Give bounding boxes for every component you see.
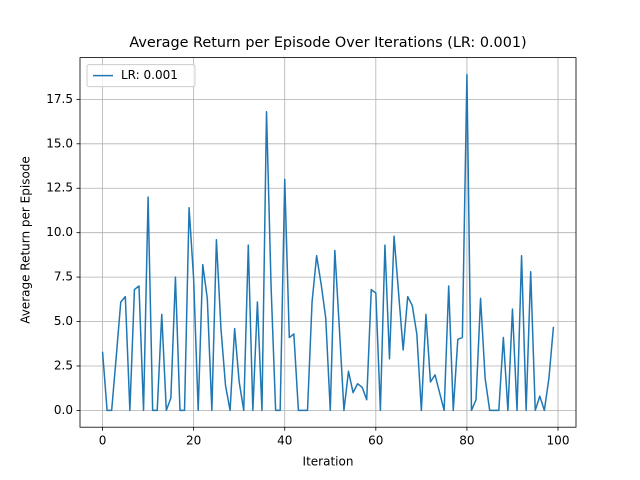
x-tick-label: 0	[99, 434, 107, 448]
plot	[101, 73, 555, 412]
x-tick-label: 100	[547, 434, 570, 448]
y-tick-label: 17.5	[46, 92, 73, 106]
axes-frame	[79, 57, 577, 428]
grid	[80, 57, 576, 428]
y-tick-label: 0.0	[54, 403, 73, 417]
y-axis-label: Average Return per Episode	[19, 156, 33, 324]
y-tick-label: 10.0	[46, 225, 73, 239]
x-tick-label: 20	[186, 434, 201, 448]
chart-title: Average Return per Episode Over Iteratio…	[129, 35, 526, 51]
x-tick-label: 60	[368, 434, 383, 448]
legend-box	[86, 64, 196, 88]
y-tick-label: 5.0	[54, 314, 73, 328]
data-line	[101, 73, 555, 412]
y-tick-label: 12.5	[46, 181, 73, 195]
legend: LR: 0.001	[86, 64, 196, 88]
y-tick-label: 7.5	[54, 270, 73, 284]
x-tick-label: 80	[459, 434, 474, 448]
x-axis-label: Iteration	[303, 455, 354, 469]
y-tick-label: 15.0	[46, 136, 73, 150]
y-tick-label: 2.5	[54, 358, 73, 372]
legend-label: LR: 0.001	[121, 68, 178, 82]
x-tick-label: 40	[277, 434, 292, 448]
